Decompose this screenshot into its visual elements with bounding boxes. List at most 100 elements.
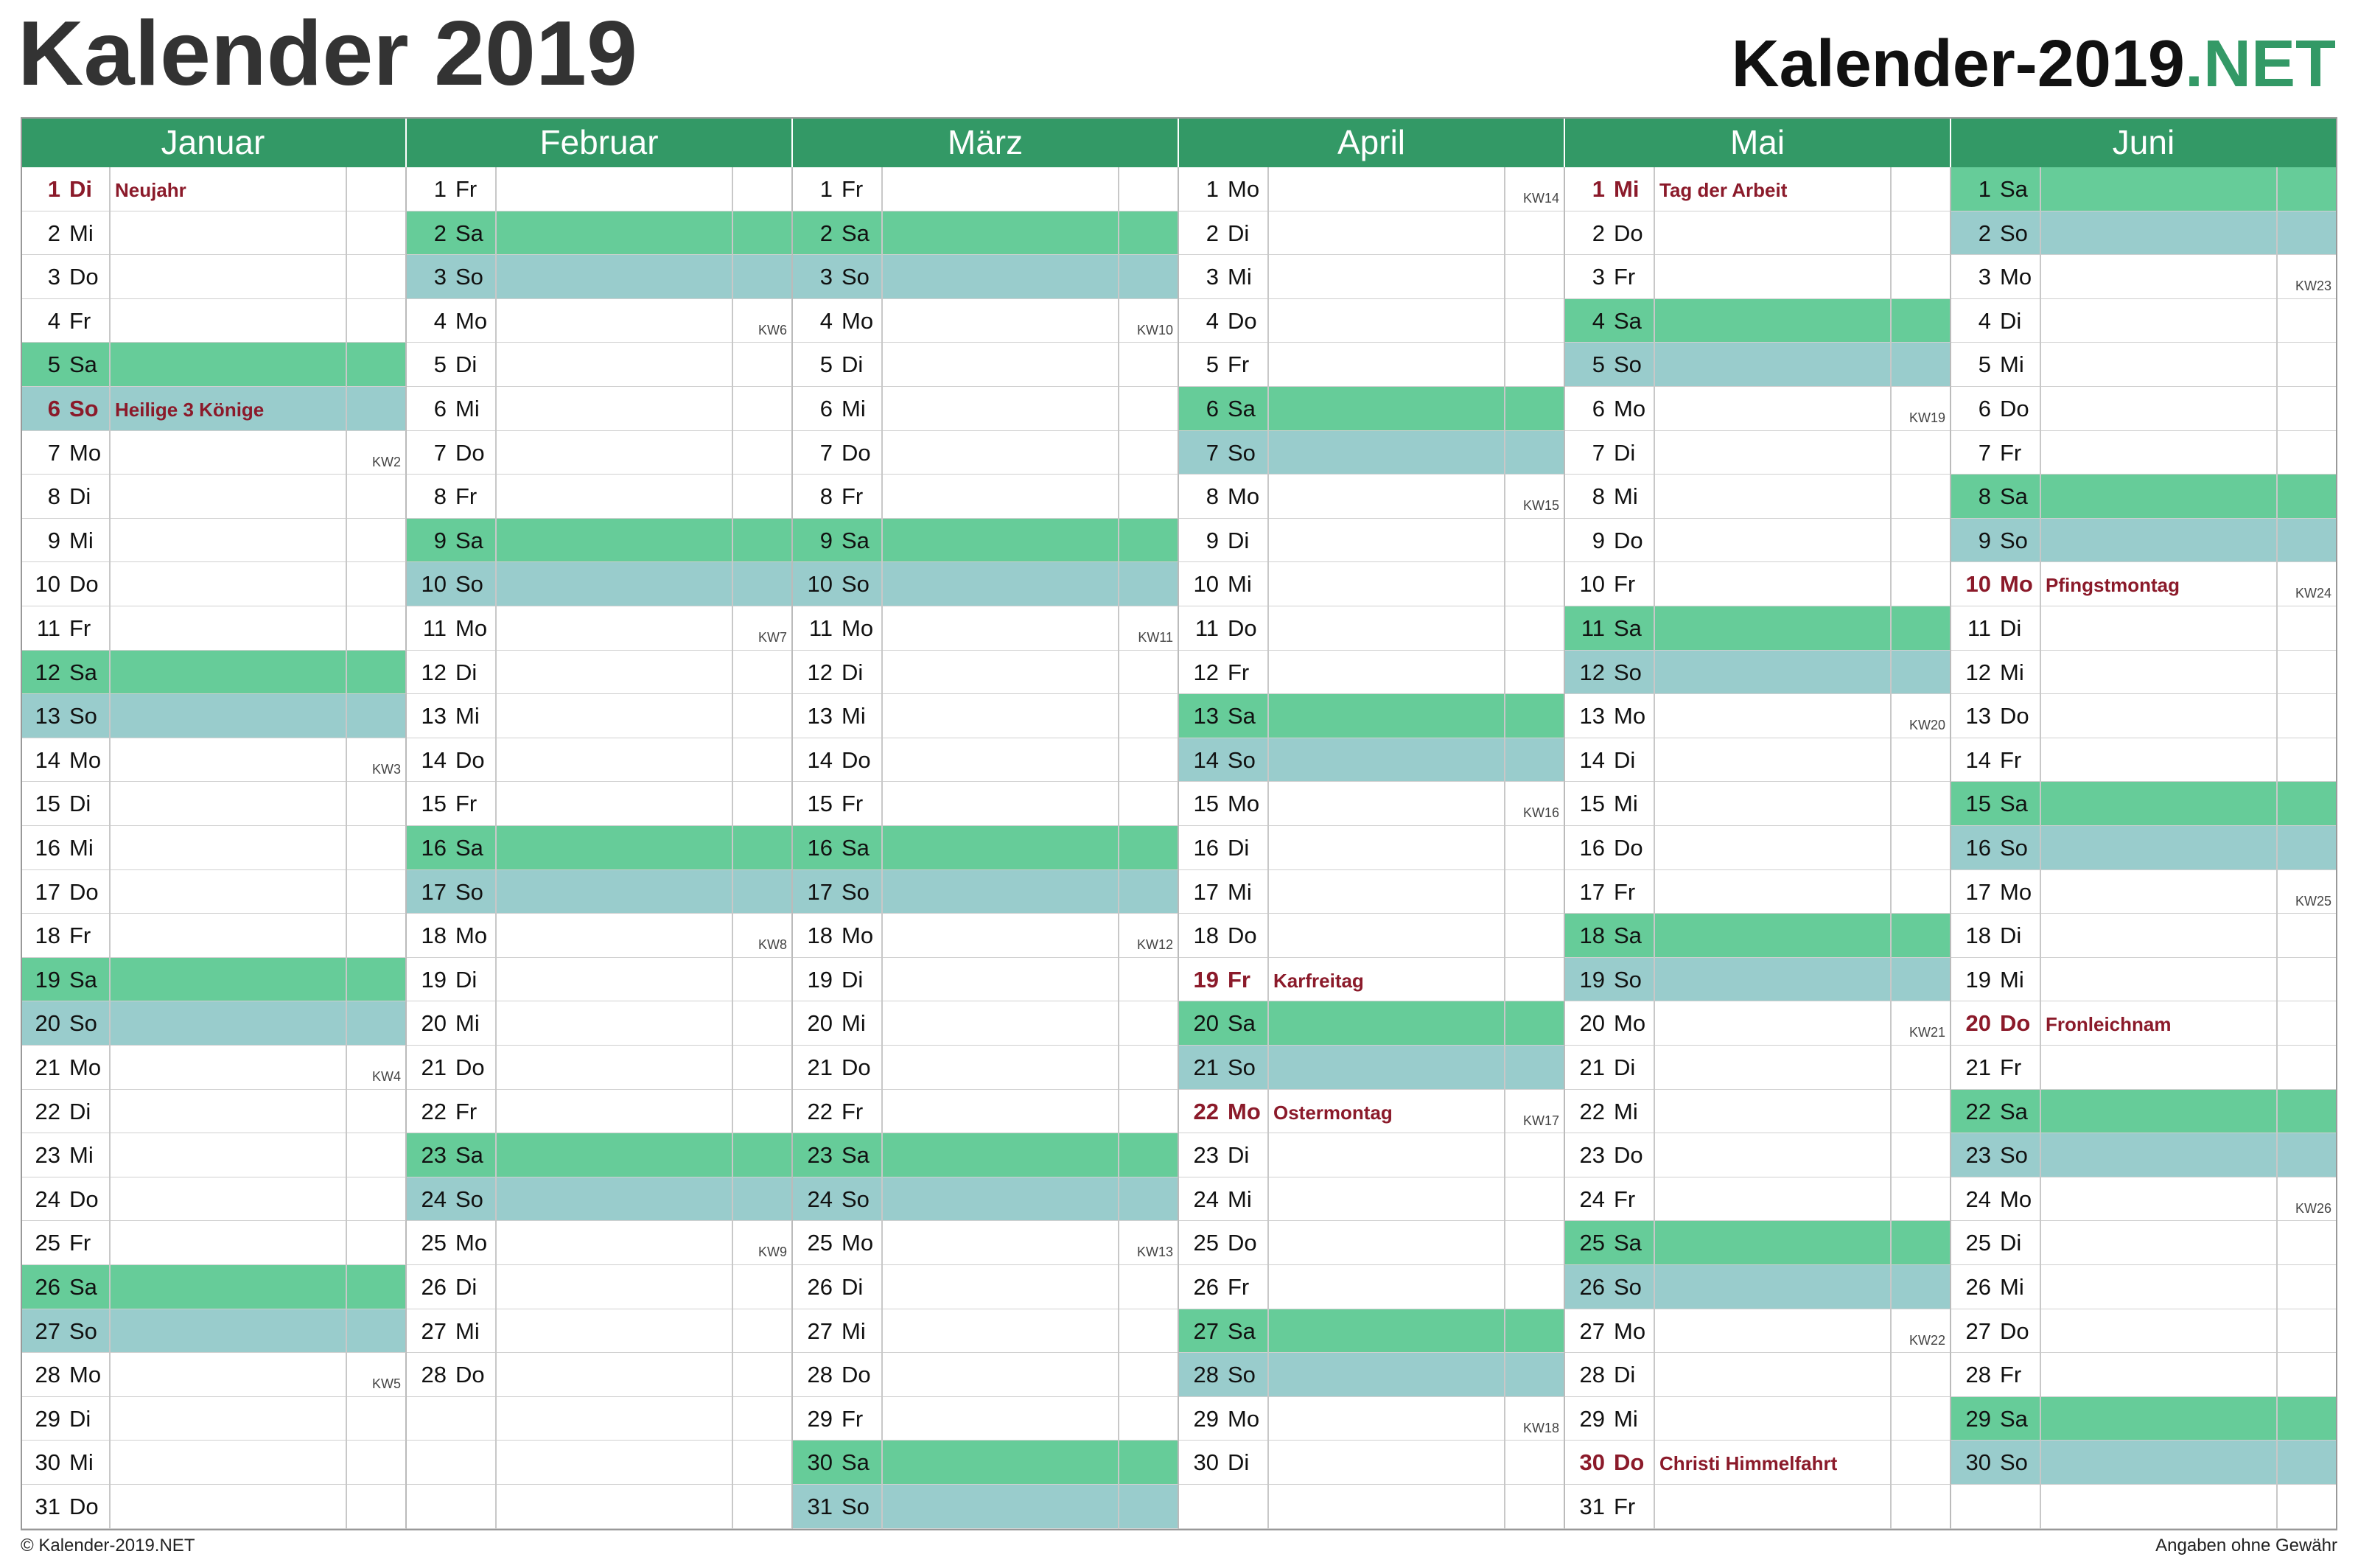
weekday: Mi — [1614, 176, 1640, 202]
day-number: 18 — [1965, 923, 1991, 949]
month-header: Mai — [1565, 117, 1951, 167]
day-row — [793, 343, 1179, 388]
day-number: 7 — [1206, 439, 1219, 466]
day-row — [1951, 1177, 2337, 1222]
day-number: 12 — [421, 659, 447, 685]
weekday: Mo — [2000, 264, 2032, 290]
weekday: Sa — [2000, 483, 2028, 510]
day-row — [793, 387, 1179, 432]
weekday: So — [1228, 1362, 1256, 1388]
day-row — [1179, 694, 1565, 739]
weekday: Sa — [1614, 615, 1642, 641]
weekday: Sa — [2000, 176, 2028, 202]
weekday: Sa — [842, 220, 870, 246]
day-number: 30 — [807, 1449, 833, 1476]
weekday: Fr — [842, 483, 864, 510]
week-number: KW18 — [1522, 1420, 1559, 1435]
day-row — [793, 1441, 1179, 1485]
day-row — [21, 1177, 407, 1222]
day-number: 26 — [1965, 1274, 1991, 1300]
day-row — [1179, 430, 1565, 476]
day-row — [21, 869, 407, 915]
weekday: Mo — [2000, 1186, 2032, 1212]
holiday: Christi Himmelfahrt — [1659, 1452, 1838, 1475]
day-row — [1565, 869, 1951, 915]
day-number: 4 — [433, 307, 447, 334]
day-number: 24 — [1193, 1186, 1219, 1212]
day-number: 14 — [1579, 746, 1605, 773]
day-number: 5 — [1592, 351, 1605, 378]
weekday: Mo — [69, 439, 102, 466]
weekday: Mi — [2000, 351, 2024, 378]
day-row — [1179, 1001, 1565, 1046]
day-row — [1951, 1221, 2337, 1266]
weekday: Do — [2000, 1010, 2031, 1037]
day-row — [1565, 255, 1951, 300]
day-row — [21, 1396, 407, 1442]
day-number: 24 — [1579, 1186, 1605, 1212]
column-divider — [2276, 167, 2278, 1529]
day-number: 3 — [1206, 264, 1219, 290]
day-row — [21, 738, 407, 783]
weekday: Do — [2000, 1317, 2029, 1344]
week-number: KW15 — [1522, 498, 1559, 514]
weekday: Fr — [842, 1098, 864, 1124]
weekday: So — [842, 264, 870, 290]
day-number: 1 — [1206, 176, 1219, 202]
day-number: 21 — [35, 1054, 60, 1080]
weekday: Do — [1228, 307, 1257, 334]
copyright: © Kalender-2019.NET — [21, 1536, 195, 1555]
day-number: 3 — [1592, 264, 1605, 290]
day-number: 9 — [47, 527, 60, 553]
day-row — [21, 562, 407, 607]
weekday: Mi — [842, 1317, 866, 1344]
weekday: Mi — [69, 835, 94, 861]
day-row — [21, 1221, 407, 1266]
day-number: 1 — [1592, 176, 1605, 202]
day-number: 28 — [35, 1362, 60, 1388]
day-row — [21, 1089, 407, 1135]
day-row — [21, 387, 407, 432]
weekday: Do — [842, 1054, 871, 1080]
weekday: Sa — [2000, 1098, 2028, 1124]
day-number: 10 — [807, 571, 833, 598]
day-number: 2 — [1978, 220, 1991, 246]
weekday: Fr — [842, 1405, 864, 1432]
day-row — [1951, 1441, 2337, 1485]
day-row — [793, 738, 1179, 783]
weekday: Di — [2000, 307, 2022, 334]
day-row — [1951, 1309, 2337, 1354]
day-number: 21 — [1965, 1054, 1991, 1080]
weekday: So — [455, 264, 483, 290]
day-number: 16 — [1965, 835, 1991, 861]
day-row — [21, 957, 407, 1003]
weekday: Fr — [455, 1098, 477, 1124]
weekday: Mo — [1228, 791, 1260, 817]
day-row — [1565, 1396, 1951, 1442]
weekday: Sa — [1228, 396, 1256, 421]
weekday: Mo — [1228, 1405, 1260, 1432]
day-number: 18 — [807, 923, 833, 949]
day-row — [1951, 1265, 2337, 1310]
holiday: Tag der Arbeit — [1659, 179, 1788, 201]
weekday: Di — [455, 659, 477, 685]
weekday: Do — [69, 878, 99, 905]
day-row — [1179, 1089, 1565, 1135]
day-number: 14 — [807, 746, 833, 773]
day-number: 9 — [1592, 527, 1605, 553]
day-number: 6 — [1978, 396, 1991, 421]
day-number: 15 — [1965, 791, 1991, 817]
day-number: 25 — [1579, 1230, 1605, 1256]
day-number: 17 — [807, 878, 833, 905]
day-row — [407, 475, 793, 519]
weekday: Do — [842, 1362, 871, 1388]
week-number: KW14 — [1522, 191, 1559, 206]
title: Kalender 2019 — [18, 3, 637, 105]
weekday: Fr — [842, 791, 864, 817]
column-divider — [1890, 167, 1892, 1529]
weekday: Sa — [455, 1142, 483, 1169]
day-number: 6 — [819, 396, 833, 421]
day-number: 25 — [35, 1230, 60, 1256]
week-number: KW2 — [371, 454, 401, 469]
weekday: Sa — [842, 835, 870, 861]
